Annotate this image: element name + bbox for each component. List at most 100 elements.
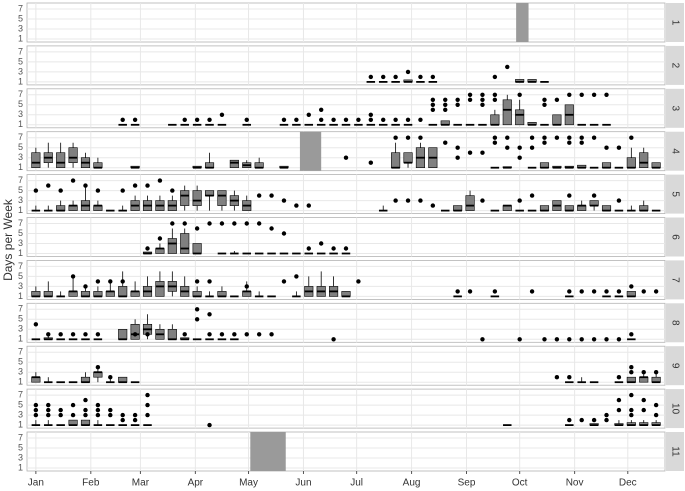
outlier	[58, 332, 63, 337]
box	[167, 328, 177, 340]
shaded-period	[516, 3, 529, 42]
y-tick-label: 1	[18, 33, 23, 43]
outlier	[244, 221, 249, 226]
x-tick-label: Sep	[458, 478, 476, 489]
outlier	[83, 397, 88, 403]
outlier	[120, 188, 125, 193]
outlier	[244, 284, 249, 289]
outlier	[281, 231, 287, 236]
box	[502, 99, 512, 126]
outlier	[46, 407, 51, 413]
y-tick-label: 5	[18, 442, 23, 452]
outlier	[529, 145, 535, 150]
x-tick-label: Jul	[350, 478, 363, 489]
outlier	[567, 417, 572, 423]
outlier	[58, 412, 63, 418]
outlier	[95, 402, 101, 408]
strip-label: 7	[669, 277, 680, 283]
x-tick-label: Jun	[295, 478, 311, 489]
outlier	[157, 236, 163, 241]
outlier	[455, 102, 460, 108]
y-tick-label: 5	[18, 142, 23, 152]
outlier	[381, 117, 386, 123]
outlier	[641, 370, 646, 375]
outlier	[629, 135, 634, 140]
strip	[666, 432, 684, 471]
outlier	[269, 226, 274, 231]
outlier	[232, 332, 237, 337]
box	[180, 233, 190, 254]
strip-label: 8	[669, 320, 680, 326]
outlier	[542, 135, 547, 140]
outlier	[294, 274, 299, 279]
y-tick-label: 7	[18, 132, 23, 142]
x-tick-label: Apr	[188, 478, 204, 489]
outlier	[480, 337, 485, 342]
outlier	[368, 160, 374, 165]
outlier	[480, 198, 485, 203]
outlier	[70, 332, 76, 337]
outlier	[641, 397, 646, 403]
outlier	[529, 193, 535, 198]
outlier	[381, 74, 386, 80]
strip-label: 2	[669, 63, 680, 69]
strip-label: 10	[669, 403, 680, 415]
outlier	[492, 92, 498, 98]
outlier	[480, 97, 485, 103]
outlier	[368, 112, 374, 118]
outlier	[368, 117, 374, 123]
outlier	[629, 407, 634, 413]
outlier	[492, 140, 498, 145]
outlier	[207, 312, 212, 317]
outlier	[567, 135, 572, 140]
y-tick-label: 5	[18, 185, 23, 195]
outlier	[517, 337, 522, 342]
outlier	[343, 246, 349, 251]
outlier	[33, 412, 39, 418]
outlier	[430, 203, 436, 208]
outlier	[306, 203, 311, 208]
outlier	[331, 117, 336, 123]
outlier	[207, 117, 212, 123]
strip-label: 5	[669, 191, 680, 197]
outlier	[194, 117, 200, 123]
outlier	[145, 392, 150, 398]
strip	[666, 45, 684, 85]
outlier	[132, 117, 138, 123]
outlier	[318, 241, 324, 246]
outlier	[467, 289, 473, 294]
y-tick-label: 3	[18, 152, 23, 162]
outlier	[120, 417, 125, 423]
outlier	[554, 375, 560, 380]
y-tick-label: 3	[18, 324, 23, 334]
outlier	[294, 203, 299, 208]
y-tick-label: 1	[18, 119, 23, 129]
outlier	[95, 188, 101, 193]
y-tick-label: 3	[18, 281, 23, 291]
outlier	[132, 417, 138, 423]
y-tick-label: 5	[18, 314, 23, 324]
x-tick-label: Aug	[403, 478, 421, 489]
outlier	[219, 112, 225, 118]
y-tick-label: 1	[18, 377, 23, 387]
y-axis-label: Days per Week	[1, 198, 15, 281]
shaded-period	[299, 131, 322, 171]
outlier	[604, 289, 609, 294]
box	[229, 159, 239, 168]
outlier	[554, 337, 560, 342]
box	[192, 243, 202, 254]
outlier	[232, 221, 237, 226]
outlier	[455, 289, 460, 294]
outlier	[629, 365, 634, 370]
outlier	[132, 412, 138, 418]
outlier	[194, 226, 200, 231]
outlier	[418, 74, 423, 80]
outlier	[430, 107, 436, 113]
outlier	[58, 188, 63, 193]
y-tick-label: 7	[18, 175, 23, 185]
outlier	[83, 332, 88, 337]
y-tick-label: 1	[18, 291, 23, 301]
outlier	[95, 332, 101, 337]
outlier	[108, 407, 113, 413]
outlier	[194, 317, 200, 322]
